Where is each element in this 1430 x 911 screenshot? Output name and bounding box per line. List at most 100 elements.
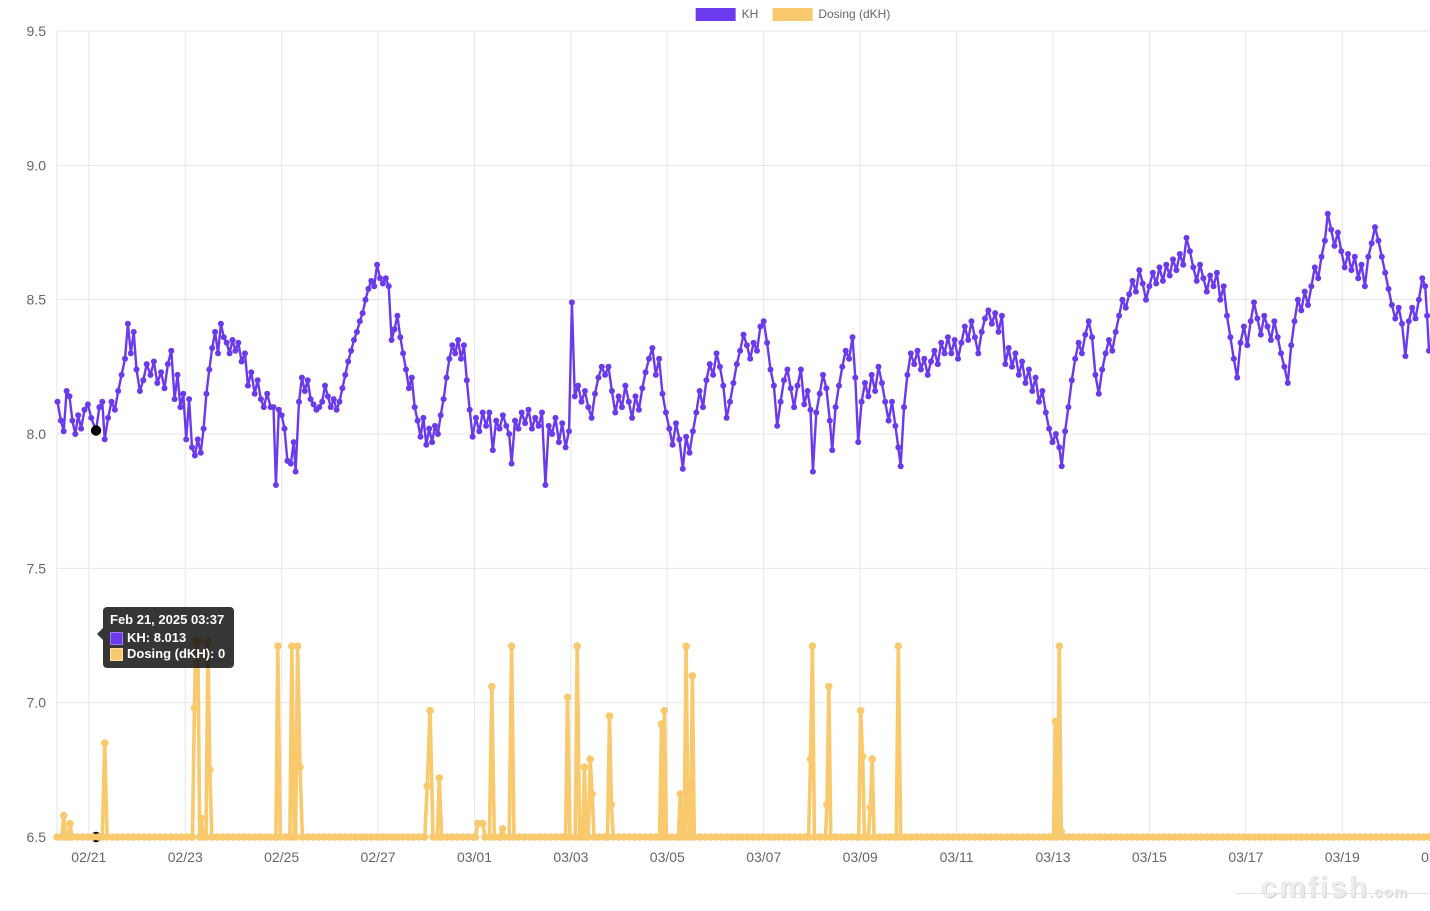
data-point (1251, 299, 1257, 306)
data-point (1356, 833, 1364, 841)
data-point (995, 328, 1002, 335)
data-point (777, 398, 784, 405)
data-point (764, 833, 773, 841)
data-point (598, 363, 605, 370)
data-point (129, 833, 138, 841)
data-point (1355, 275, 1362, 282)
data-point (1311, 264, 1318, 271)
data-point (215, 350, 221, 357)
data-point (115, 388, 122, 394)
data-point (982, 315, 988, 322)
data-point (1032, 374, 1039, 381)
data-point (190, 704, 199, 712)
data-point (706, 361, 713, 368)
data-point (440, 396, 447, 403)
data-point (133, 366, 140, 373)
y-axis-tick-label: 7.0 (27, 695, 47, 711)
data-point (292, 468, 299, 475)
data-point (1112, 328, 1119, 335)
data-point (1288, 342, 1295, 349)
data-point (586, 755, 594, 763)
data-point (218, 833, 227, 841)
data-point (1096, 833, 1105, 841)
data-point (695, 833, 704, 841)
data-point (1149, 833, 1158, 841)
tooltip-title: Feb 21, 2025 03:37 (110, 612, 225, 627)
data-point (878, 380, 885, 386)
data-point (426, 706, 434, 715)
data-point (584, 833, 593, 841)
data-point (298, 833, 307, 841)
active-point (90, 425, 102, 436)
data-point (1393, 833, 1402, 841)
data-point (1197, 261, 1203, 268)
data-point (1382, 269, 1389, 276)
data-point (710, 371, 717, 378)
tooltip-row-kh: KH: 8.013 (110, 630, 225, 646)
legend-item-kh[interactable]: KH (695, 7, 758, 21)
kh-series-swatch (695, 7, 736, 21)
data-point (787, 385, 794, 392)
tooltip-caret-icon (97, 628, 103, 640)
data-point (515, 833, 524, 841)
data-point (532, 414, 539, 421)
data-point (507, 642, 516, 650)
data-point (186, 396, 193, 403)
data-point (140, 377, 147, 384)
data-point (1247, 318, 1254, 325)
data-point (646, 833, 655, 841)
data-point (571, 393, 578, 400)
data-point (923, 833, 931, 841)
data-point (493, 417, 500, 424)
data-point (437, 833, 446, 841)
data-point (124, 320, 131, 327)
x-axis-tick-label: 02/27 (361, 849, 396, 865)
data-point (476, 428, 483, 435)
data-point (1072, 355, 1079, 362)
x-axis-tick-label: 02/25 (264, 849, 299, 865)
data-point (362, 833, 370, 841)
data-point (1024, 833, 1032, 841)
data-point (223, 339, 230, 346)
data-point (518, 409, 525, 416)
data-point (781, 377, 787, 384)
data-point (944, 833, 953, 841)
data-point (711, 833, 720, 841)
data-point (914, 347, 921, 354)
data-point (580, 763, 589, 771)
data-point (1237, 339, 1244, 346)
data-point (1132, 288, 1139, 295)
data-point (924, 371, 931, 378)
data-point (394, 312, 401, 319)
data-point (1176, 251, 1183, 257)
data-point (832, 404, 839, 411)
data-point (552, 414, 559, 421)
data-point (555, 439, 562, 446)
data-point (1008, 833, 1016, 841)
data-point (723, 414, 730, 421)
legend-item-dosing[interactable]: Dosing (dKH) (772, 7, 890, 21)
data-point (278, 412, 285, 419)
data-point (720, 382, 727, 389)
data-point (1351, 253, 1358, 260)
data-point (693, 409, 700, 416)
data-point (1365, 253, 1372, 260)
data-point (100, 739, 109, 747)
y-axis-tick-label: 6.5 (27, 829, 47, 845)
data-point (1068, 377, 1075, 384)
data-point (158, 369, 165, 376)
data-point (472, 414, 479, 421)
data-point (1069, 833, 1078, 841)
data-point (1358, 261, 1365, 268)
data-point (825, 682, 833, 691)
data-point (1191, 833, 1200, 841)
data-point (823, 801, 831, 809)
data-point (1412, 315, 1419, 322)
data-point (622, 382, 629, 389)
data-point (1210, 283, 1217, 290)
data-point (1291, 318, 1298, 325)
data-point (686, 449, 693, 456)
data-point (978, 328, 985, 335)
data-point (632, 393, 639, 400)
